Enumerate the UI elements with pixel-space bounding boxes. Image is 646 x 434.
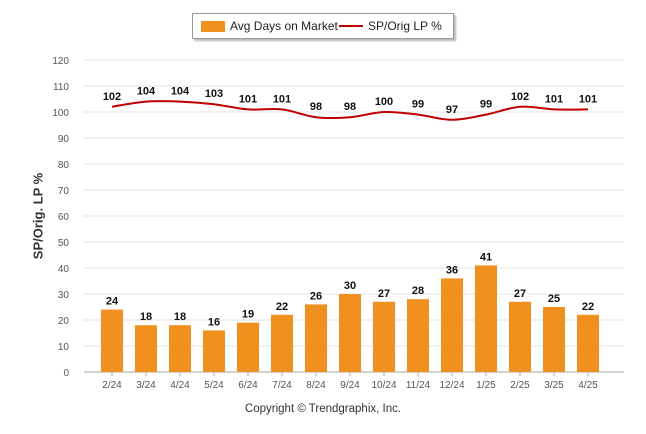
y-axis-title: SP/Orig. LP % [30, 172, 46, 260]
line-value-label: 97 [446, 104, 458, 116]
bar [203, 330, 225, 372]
line-value-label: 101 [545, 93, 563, 105]
bar-value-label: 19 [242, 309, 254, 321]
y-axis-ticks: 0 10 20 30 40 50 60 70 80 90 100 110 120 [52, 56, 69, 379]
y-tick-label: 70 [58, 186, 70, 197]
bar-value-label: 24 [106, 296, 119, 308]
x-tick-label: 10/24 [371, 380, 396, 391]
line-value-label: 99 [480, 99, 492, 111]
bar-value-label: 25 [548, 293, 560, 305]
x-tick-label: 5/24 [204, 380, 224, 391]
bar [339, 294, 361, 372]
bar [169, 325, 191, 372]
bar [509, 301, 531, 372]
bar-value-label: 41 [480, 251, 492, 263]
y-tick-label: 40 [58, 264, 70, 275]
x-tick-label: 1/25 [476, 380, 496, 391]
legend: Avg Days on Market SP/Orig LP % [192, 13, 454, 39]
bar-value-label: 36 [446, 264, 458, 276]
line-value-label: 104 [137, 86, 156, 98]
x-tick-label: 4/24 [170, 380, 190, 391]
legend-item-line: SP/Orig LP % [339, 19, 442, 33]
line-data-labels: 102 104 104 103 101 101 98 98 100 99 97 99 102 101 101 [103, 86, 597, 116]
y-tick-label: 0 [63, 368, 69, 379]
bar [373, 301, 395, 372]
x-tick-label: 7/24 [272, 380, 292, 391]
x-tick-label: 6/24 [238, 380, 258, 391]
bar [475, 265, 497, 372]
line-value-label: 102 [103, 91, 121, 103]
y-tick-label: 90 [58, 134, 70, 145]
x-tick-label: 2/25 [510, 380, 530, 391]
legend-line-label: SP/Orig LP % [368, 19, 442, 33]
y-tick-label: 30 [58, 290, 70, 301]
y-tick-label: 80 [58, 160, 70, 171]
y-tick-label: 50 [58, 238, 70, 249]
bar [407, 299, 429, 372]
x-tick-label: 3/25 [544, 380, 564, 391]
x-tick-label: 2/24 [102, 380, 122, 391]
legend-line-swatch [339, 25, 363, 27]
bar-value-label: 16 [208, 316, 220, 328]
bar-series [101, 265, 599, 372]
bar-value-label: 28 [412, 285, 424, 297]
bar-value-label: 22 [582, 301, 594, 313]
line-value-label: 98 [310, 101, 322, 113]
x-tick-label: 9/24 [340, 380, 360, 391]
bar-value-label: 30 [344, 280, 356, 292]
bar-value-label: 26 [310, 290, 322, 302]
bar [101, 309, 123, 372]
legend-item-bar: Avg Days on Market [201, 19, 338, 33]
bar-value-label: 22 [276, 301, 288, 313]
y-tick-label: 100 [52, 108, 69, 119]
line-value-label: 99 [412, 99, 424, 111]
bar [577, 314, 599, 372]
y-tick-label: 10 [58, 342, 70, 353]
y-tick-label: 20 [58, 316, 70, 327]
bar [441, 278, 463, 372]
line-value-label: 100 [375, 96, 393, 108]
x-tick-label: 11/24 [406, 380, 431, 391]
bar-value-label: 18 [174, 311, 186, 323]
bar [305, 304, 327, 372]
x-tick-label: 8/24 [306, 380, 326, 391]
x-tick-label: 12/24 [439, 380, 464, 391]
bar-data-labels: 24 18 18 16 19 22 26 30 27 28 36 41 27 25 22 [106, 251, 594, 328]
line-value-label: 103 [205, 88, 223, 100]
bar [237, 322, 259, 372]
grid-lines [84, 59, 624, 373]
legend-bar-label: Avg Days on Market [230, 19, 338, 33]
line-value-label: 101 [579, 93, 597, 105]
line-series [111, 100, 589, 121]
y-tick-label: 110 [53, 82, 69, 93]
x-axis-ticks: 2/24 3/24 4/24 5/24 6/24 7/24 8/24 9/24 10/24 11/… [102, 372, 598, 391]
line-value-label: 101 [273, 93, 291, 105]
line-value-label: 101 [239, 93, 257, 105]
bar [135, 325, 157, 372]
line-path [111, 100, 589, 121]
line-value-label: 102 [511, 91, 529, 103]
bar-value-label: 27 [514, 288, 526, 300]
bar [271, 314, 293, 372]
x-tick-label: 4/25 [578, 380, 598, 391]
y-tick-label: 120 [52, 56, 69, 67]
bar [543, 307, 565, 372]
x-tick-label: 3/24 [136, 380, 156, 391]
line-value-label: 98 [344, 101, 356, 113]
copyright-text: Copyright © Trendgraphix, Inc. [244, 403, 402, 415]
bar-value-label: 18 [140, 311, 152, 323]
line-value-label: 104 [171, 86, 190, 98]
y-tick-label: 60 [58, 212, 70, 223]
bar-value-label: 27 [378, 288, 390, 300]
legend-bar-swatch [201, 20, 225, 32]
